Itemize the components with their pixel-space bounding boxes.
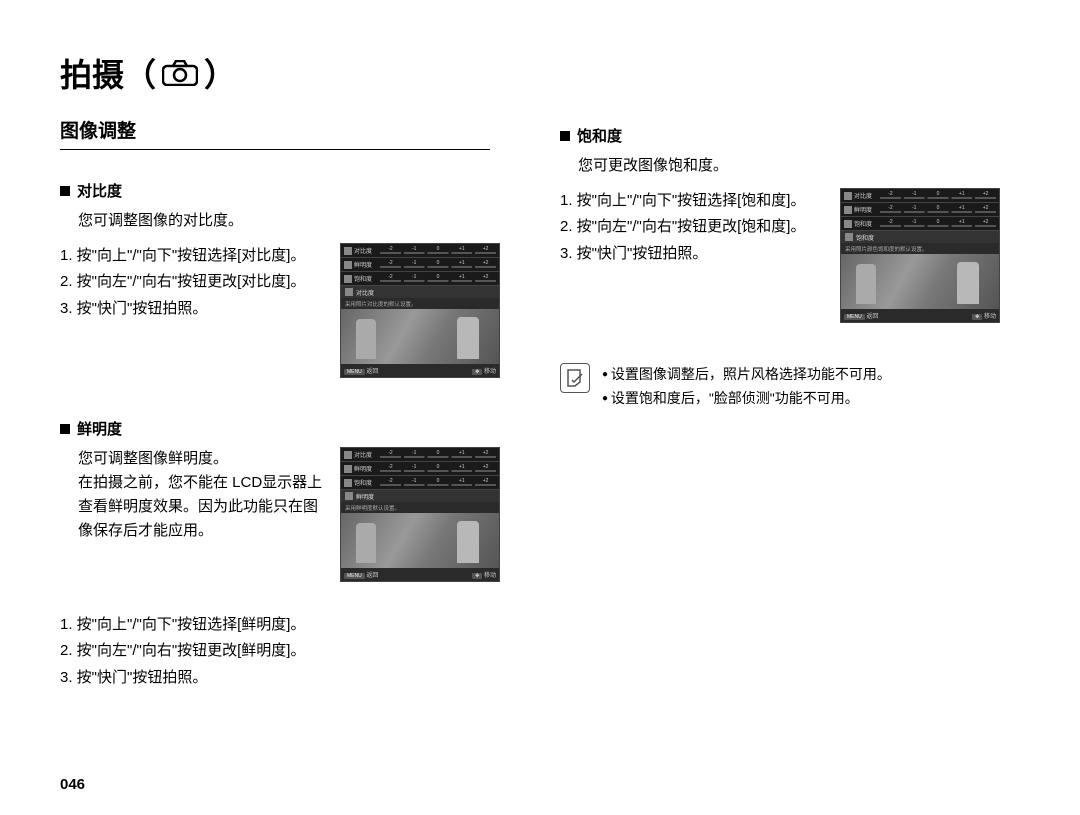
sharpness-step1: 1. 按"向上"/"向下"按钮选择[鲜明度]。 bbox=[60, 612, 500, 638]
saturation-step2: 2. 按"向左"/"向右"按钮更改[饱和度]。 bbox=[560, 214, 830, 240]
bullet-icon bbox=[60, 424, 70, 434]
lcd-contrast: 对比度-2-10+1+2 鲜明度-2-10+1+2 饱和度-2-10+1+2 对… bbox=[340, 243, 500, 378]
note-1: 设置图像调整后，照片风格选择功能不可用。 bbox=[602, 363, 891, 387]
note-icon bbox=[560, 363, 590, 393]
saturation-step3: 3. 按"快门"按钮拍照。 bbox=[560, 241, 830, 267]
sharpness-section: 鲜明度 您可调整图像鲜明度。 在拍摄之前，您不能在 LCD显示器上查看鲜明度效果… bbox=[60, 418, 500, 691]
title-prefix: 拍摄（ bbox=[60, 50, 156, 96]
lcd-saturation: 对比度-2-10+1+2 鲜明度-2-10+1+2 饱和度-2-10+1+2 饱… bbox=[840, 188, 1000, 323]
camera-icon bbox=[162, 60, 198, 86]
lcd-sharpness: 对比度-2-10+1+2 鲜明度-2-10+1+2 饱和度-2-10+1+2 鲜… bbox=[340, 447, 500, 582]
saturation-section: 饱和度 您可更改图像饱和度。 1. 按"向上"/"向下"按钮选择[饱和度]。 2… bbox=[560, 125, 1000, 323]
bullet-icon bbox=[60, 186, 70, 196]
sharpness-step2: 2. 按"向左"/"向右"按钮更改[鲜明度]。 bbox=[60, 638, 500, 664]
note-box: 设置图像调整后，照片风格选择功能不可用。 设置饱和度后，"脸部侦测"功能不可用。 bbox=[560, 363, 1000, 411]
contrast-heading: 对比度 bbox=[77, 180, 122, 201]
saturation-step1: 1. 按"向上"/"向下"按钮选择[饱和度]。 bbox=[560, 188, 830, 214]
title-suffix: ） bbox=[204, 50, 236, 96]
contrast-step1: 1. 按"向上"/"向下"按钮选择[对比度]。 bbox=[60, 243, 330, 269]
contrast-section: 对比度 您可调整图像的对比度。 1. 按"向上"/"向下"按钮选择[对比度]。 … bbox=[60, 180, 500, 378]
sharpness-desc: 您可调整图像鲜明度。 在拍摄之前，您不能在 LCD显示器上查看鲜明度效果。因为此… bbox=[78, 447, 330, 543]
contrast-step3: 3. 按"快门"按钮拍照。 bbox=[60, 296, 330, 322]
contrast-step2: 2. 按"向左"/"向右"按钮更改[对比度]。 bbox=[60, 269, 330, 295]
section-heading: 图像调整 bbox=[60, 116, 490, 150]
sharpness-heading: 鲜明度 bbox=[77, 418, 122, 439]
contrast-desc: 您可调整图像的对比度。 bbox=[78, 209, 500, 233]
page-title: 拍摄（ ） bbox=[60, 50, 1020, 96]
sharpness-step3: 3. 按"快门"按钮拍照。 bbox=[60, 665, 500, 691]
note-2: 设置饱和度后，"脸部侦测"功能不可用。 bbox=[602, 387, 891, 411]
saturation-heading: 饱和度 bbox=[577, 125, 622, 146]
page-number: 046 bbox=[60, 776, 85, 793]
bullet-icon bbox=[560, 131, 570, 141]
saturation-desc: 您可更改图像饱和度。 bbox=[578, 154, 1000, 178]
